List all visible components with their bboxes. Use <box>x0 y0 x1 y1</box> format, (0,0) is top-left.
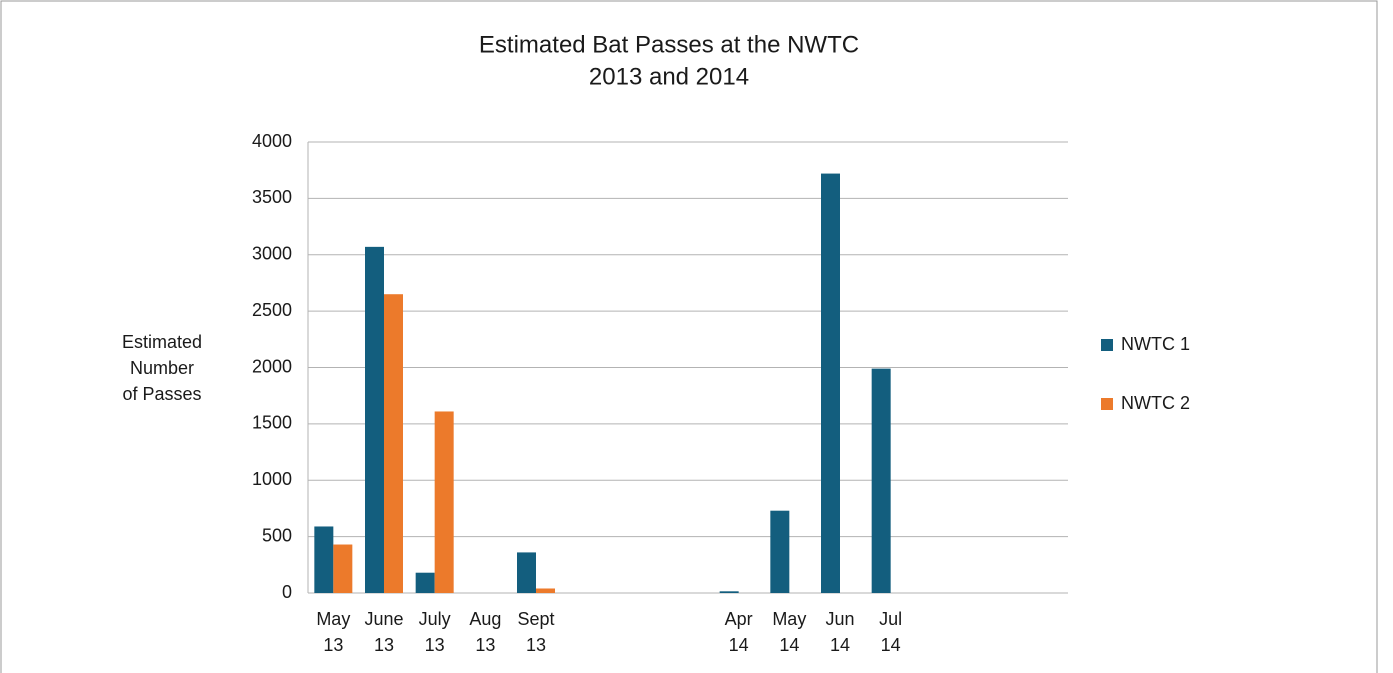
y-tick-label: 3500 <box>252 187 292 207</box>
x-tick-label: Jul 14 <box>879 609 902 655</box>
y-tick-label: 2500 <box>252 300 292 320</box>
chart-title: Estimated Bat Passes at the NWTC <box>479 31 859 58</box>
bar <box>333 544 353 593</box>
y-axis-label: Number <box>130 358 194 378</box>
bar <box>365 246 384 594</box>
x-tick-label: Aug 13 <box>469 609 501 655</box>
legend-swatch <box>1101 339 1113 351</box>
bar <box>770 510 790 593</box>
y-tick-label: 3000 <box>252 244 292 264</box>
legend-label: NWTC 2 <box>1121 393 1190 413</box>
y-tick-label: 2000 <box>252 356 292 376</box>
bar <box>314 526 334 593</box>
y-tick-label: 1500 <box>252 413 292 433</box>
x-tick-label: Jun 14 <box>825 609 854 655</box>
x-tick-label: June 13 <box>364 609 403 655</box>
legend-label: NWTC 1 <box>1121 334 1190 354</box>
y-axis-label: Estimated <box>122 332 202 352</box>
bar <box>536 588 555 593</box>
chart-title: 2013 and 2014 <box>589 63 749 90</box>
bar <box>719 591 739 593</box>
y-tick-label: 0 <box>282 582 292 602</box>
y-tick-label: 1000 <box>252 469 292 489</box>
legend-swatch <box>1101 398 1113 410</box>
bar <box>384 294 403 593</box>
bar <box>871 368 891 593</box>
bar <box>434 411 454 593</box>
x-tick-label: July 13 <box>419 609 451 655</box>
x-tick-label: Apr 14 <box>725 609 753 655</box>
y-tick-label: 4000 <box>252 131 292 151</box>
y-tick-label: 500 <box>262 525 292 545</box>
x-tick-label: Sept 13 <box>517 609 554 655</box>
bar <box>517 552 536 593</box>
y-axis-label: of Passes <box>122 384 201 404</box>
bar <box>821 173 840 593</box>
x-tick-label: May 13 <box>316 609 350 655</box>
x-tick-label: May 14 <box>772 609 806 655</box>
bar <box>415 572 435 593</box>
